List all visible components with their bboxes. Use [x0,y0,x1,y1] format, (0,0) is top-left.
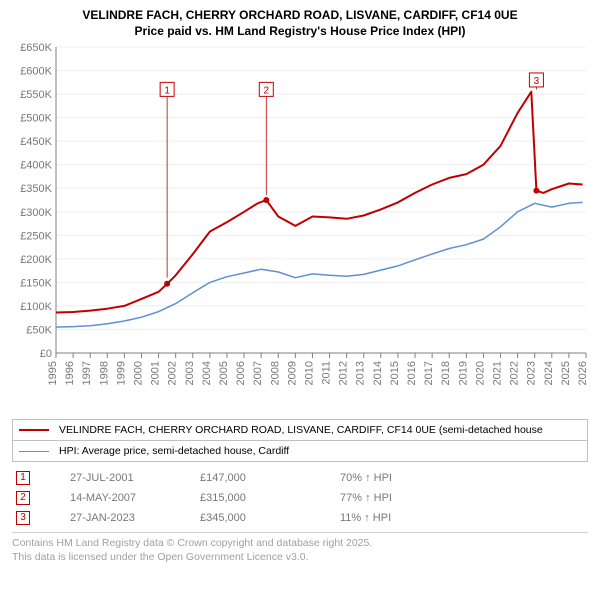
svg-text:2017: 2017 [423,361,435,385]
footer-line-1: Contains HM Land Registry data © Crown c… [12,537,588,551]
legend-swatch [19,429,49,431]
svg-text:£350K: £350K [20,183,52,195]
legend-row: HPI: Average price, semi-detached house,… [13,440,587,461]
svg-text:£150K: £150K [20,278,52,290]
sales-date: 14-MAY-2007 [70,492,200,504]
svg-text:1995: 1995 [47,361,59,385]
sales-row: 1 27-JUL-2001£147,00070% ↑ HPI [12,468,588,488]
svg-text:£600K: £600K [20,66,52,78]
sales-date: 27-JAN-2023 [70,512,200,524]
svg-text:2007: 2007 [252,361,264,385]
sales-hpi: 70% ↑ HPI [340,472,392,484]
svg-text:1: 1 [164,86,170,97]
svg-text:£300K: £300K [20,207,52,219]
svg-text:2015: 2015 [389,361,401,385]
svg-text:2018: 2018 [440,361,452,385]
svg-text:2022: 2022 [509,361,521,385]
svg-text:2023: 2023 [526,361,538,385]
legend: VELINDRE FACH, CHERRY ORCHARD ROAD, LISV… [12,419,588,462]
svg-text:2012: 2012 [338,361,350,385]
svg-text:2006: 2006 [235,361,247,385]
svg-text:2014: 2014 [372,361,384,385]
sales-table: 1 27-JUL-2001£147,00070% ↑ HPI 2 14-MAY-200… [12,468,588,528]
svg-text:2024: 2024 [543,361,555,385]
sales-price: £147,000 [200,472,340,484]
svg-text:£100K: £100K [20,301,52,313]
svg-text:2008: 2008 [269,361,281,385]
svg-text:£500K: £500K [20,113,52,125]
title-address: VELINDRE FACH, CHERRY ORCHARD ROAD, LISV… [8,8,592,24]
svg-text:1998: 1998 [98,361,110,385]
sales-hpi: 11% ↑ HPI [340,512,391,524]
svg-text:2019: 2019 [457,361,469,385]
sales-row: 3 27-JAN-2023£345,00011% ↑ HPI [12,508,588,528]
svg-text:2003: 2003 [184,361,196,385]
svg-text:2026: 2026 [577,361,589,385]
footer-line-2: This data is licensed under the Open Gov… [12,551,588,565]
svg-text:2021: 2021 [492,361,504,385]
sales-date: 27-JUL-2001 [70,472,200,484]
svg-text:2000: 2000 [132,361,144,385]
svg-text:2013: 2013 [355,361,367,385]
svg-text:2004: 2004 [201,361,213,385]
svg-text:1996: 1996 [64,361,76,385]
sales-row: 2 14-MAY-2007£315,00077% ↑ HPI [12,488,588,508]
legend-label: HPI: Average price, semi-detached house,… [59,445,289,457]
svg-text:£400K: £400K [20,160,52,172]
svg-text:£450K: £450K [20,136,52,148]
svg-text:2009: 2009 [286,361,298,385]
svg-text:£650K: £650K [20,43,52,54]
chart-svg: £0 £50K £100K £150K £200K £250K £300K £350K £400… [8,43,592,413]
svg-text:2005: 2005 [218,361,230,385]
svg-text:2002: 2002 [167,361,179,385]
sales-marker: 3 [16,511,30,525]
sales-hpi: 77% ↑ HPI [340,492,392,504]
svg-text:1999: 1999 [115,361,127,385]
svg-text:2011: 2011 [321,361,333,385]
svg-text:£550K: £550K [20,89,52,101]
svg-text:2020: 2020 [474,361,486,385]
chart-area: £0 £50K £100K £150K £200K £250K £300K £350K £400… [8,43,592,413]
title-subtitle: Price paid vs. HM Land Registry's House … [8,24,592,40]
svg-text:2025: 2025 [560,361,572,385]
svg-text:£0: £0 [40,348,52,360]
svg-text:3: 3 [534,76,540,87]
svg-text:2016: 2016 [406,361,418,385]
svg-text:2001: 2001 [150,361,162,385]
svg-text:2: 2 [264,86,270,97]
sales-price: £315,000 [200,492,340,504]
sales-marker: 2 [16,491,30,505]
legend-swatch [19,451,49,452]
legend-row: VELINDRE FACH, CHERRY ORCHARD ROAD, LISV… [13,420,587,440]
chart-container: VELINDRE FACH, CHERRY ORCHARD ROAD, LISV… [0,0,600,590]
svg-text:£250K: £250K [20,230,52,242]
svg-text:1997: 1997 [81,361,93,385]
footer: Contains HM Land Registry data © Crown c… [12,532,588,564]
title-block: VELINDRE FACH, CHERRY ORCHARD ROAD, LISV… [8,8,592,39]
svg-text:£200K: £200K [20,254,52,266]
svg-text:2010: 2010 [303,361,315,385]
sales-price: £345,000 [200,512,340,524]
legend-label: VELINDRE FACH, CHERRY ORCHARD ROAD, LISV… [59,424,543,436]
sales-marker: 1 [16,471,30,485]
svg-text:£50K: £50K [26,325,52,337]
